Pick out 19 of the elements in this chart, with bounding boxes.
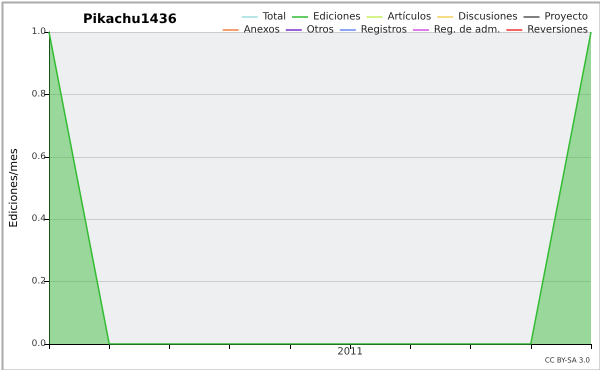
legend-label: Registros [360, 24, 407, 36]
y-tick-label: 0.4 [32, 214, 46, 224]
y-tick-label: 0.0 [32, 339, 46, 349]
y-tick-label: 0.8 [32, 89, 46, 100]
y-tick-label: 1.0 [32, 27, 46, 37]
legend-label: Discusiones [458, 12, 518, 22]
legend-label: Anexos [244, 24, 280, 36]
legend-label: Artículos [388, 12, 432, 22]
legend-label: Reversiones [527, 24, 588, 36]
y-tick-label: 0.6 [32, 152, 46, 162]
chart-title: Pikachu1436 [83, 12, 177, 27]
x-tick-label: 2011 [337, 346, 363, 358]
legend-label: Ediciones [313, 12, 361, 22]
legend-label: Otros [306, 24, 334, 36]
legend-label: Total [262, 12, 286, 22]
y-axis-title: Ediciones/mes [7, 148, 20, 228]
legend-label: Reg. de adm. [434, 24, 500, 36]
legend-label: Proyecto [544, 12, 588, 22]
y-tick-label: 0.2 [32, 276, 46, 287]
